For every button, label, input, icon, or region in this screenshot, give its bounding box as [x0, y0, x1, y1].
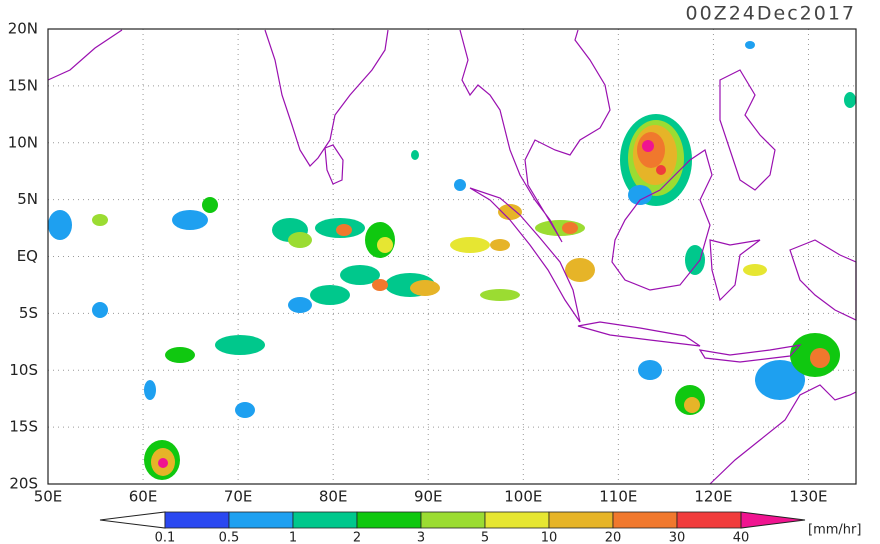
grid — [48, 29, 856, 484]
rain-patch — [48, 210, 72, 240]
lon-label: 110E — [599, 488, 637, 506]
rain-patch — [172, 210, 208, 230]
rain-patch — [642, 140, 654, 152]
coast-java — [577, 321, 701, 347]
rain-patch — [498, 204, 522, 220]
colorbar-box — [484, 511, 550, 529]
rain-patch — [844, 92, 856, 108]
lat-label: 20S — [9, 475, 38, 493]
rain-patch — [656, 165, 666, 175]
rain-patch — [628, 185, 652, 205]
rain-patch — [745, 41, 755, 49]
colorbar: 0.1 0.5 1 2 3 5 10 20 30 40 [mm/hr] — [99, 511, 861, 544]
colorbar-label: 20 — [605, 531, 622, 544]
coast-india — [264, 29, 389, 167]
coast-borneo — [611, 149, 713, 291]
lat-label: 10N — [8, 133, 38, 151]
colorbar-arrow-low — [99, 511, 166, 529]
rain-patch — [755, 360, 805, 400]
rain-patch — [454, 179, 466, 191]
coast-philippines — [719, 69, 776, 191]
rain-patch — [340, 265, 380, 285]
rain-patch — [235, 402, 255, 418]
rain-patch — [684, 397, 700, 413]
map-frame — [47, 28, 857, 485]
rain-patch — [92, 302, 108, 318]
lat-label: 15N — [8, 76, 38, 94]
coast-arabia — [47, 29, 123, 81]
rain-patch — [411, 150, 419, 160]
rain-patch — [158, 458, 168, 468]
colorbar-box — [292, 511, 358, 529]
colorbar-label: 1 — [289, 531, 297, 544]
rain-patch — [410, 280, 440, 296]
coast-nusatenggara — [698, 344, 802, 363]
rain-patch — [490, 239, 510, 251]
coastlines — [47, 29, 857, 485]
colorbar-label: 0.1 — [155, 531, 176, 544]
rain-patch — [372, 279, 388, 291]
lon-label: 70E — [224, 488, 253, 506]
rain-patch — [92, 214, 108, 226]
colorbar-label: 10 — [541, 531, 558, 544]
precipitation — [48, 41, 856, 480]
colorbar-box — [164, 511, 230, 529]
colorbar-box — [676, 511, 742, 529]
lon-label: 120E — [694, 488, 732, 506]
colorbar-box — [612, 511, 678, 529]
rain-patch — [165, 347, 195, 363]
rain-patch — [377, 237, 393, 253]
colorbar-label: 40 — [733, 531, 750, 544]
colorbar-box — [228, 511, 294, 529]
colorbar-label: 2 — [353, 531, 361, 544]
rain-patch — [810, 348, 830, 368]
colorbar-label: 5 — [481, 531, 489, 544]
lon-label: 60E — [129, 488, 158, 506]
rain-patch — [310, 285, 350, 305]
lat-label: 10S — [9, 361, 38, 379]
colorbar-label: 3 — [417, 531, 425, 544]
colorbar-label: 0.5 — [219, 531, 240, 544]
rain-patch — [288, 232, 312, 248]
coast-srilanka — [324, 144, 344, 185]
title: 00Z24Dec2017 — [686, 3, 857, 25]
colorbar-label: 30 — [669, 531, 686, 544]
colorbar-arrow-high — [740, 511, 806, 529]
colorbar-box — [356, 511, 422, 529]
rain-patch — [685, 245, 705, 275]
lon-label: 80E — [319, 488, 348, 506]
coast-newguinea — [789, 239, 857, 321]
rain-patch — [336, 224, 352, 236]
rain-patch — [562, 222, 578, 234]
lon-label: 130E — [789, 488, 827, 506]
lon-label: 90E — [414, 488, 443, 506]
lon-label: 100E — [504, 488, 542, 506]
coast-australia — [709, 384, 857, 485]
lat-label: 15S — [9, 418, 38, 436]
rain-patch — [480, 289, 520, 301]
lat-label: 20N — [8, 20, 38, 38]
coast-sulawesi — [709, 239, 761, 302]
lat-label: 5N — [17, 190, 38, 208]
coast-mainland — [459, 29, 611, 243]
rain-patch — [215, 335, 265, 355]
rain-patch — [450, 237, 490, 253]
rain-patch — [144, 380, 156, 400]
lon-label: 50E — [34, 488, 63, 506]
rain-patch — [638, 360, 662, 380]
rain-patch — [288, 297, 312, 313]
lat-label: EQ — [17, 247, 38, 265]
rain-patch — [202, 197, 218, 213]
colorbar-unit: [mm/hr] — [808, 523, 861, 538]
rain-patch — [743, 264, 767, 276]
coast-sumatra — [469, 187, 581, 323]
rain-patch — [565, 258, 595, 282]
colorbar-box — [548, 511, 614, 529]
colorbar-box — [420, 511, 486, 529]
lat-label: 5S — [19, 304, 38, 322]
